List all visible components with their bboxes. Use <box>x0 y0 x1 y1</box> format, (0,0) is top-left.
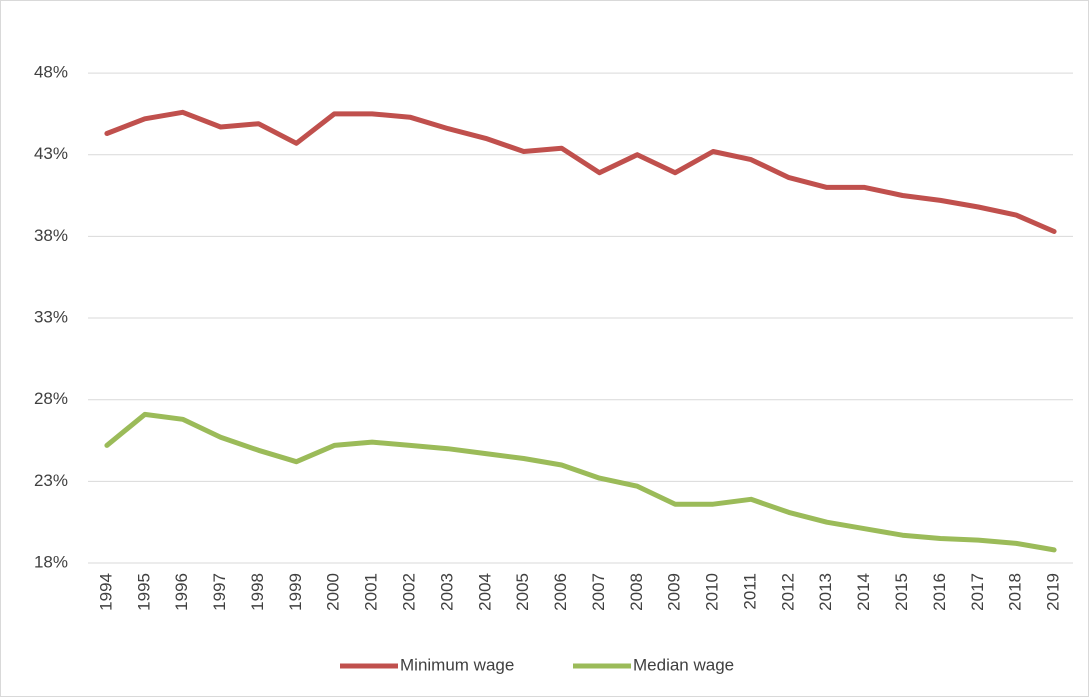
x-tick-label: 2004 <box>475 573 494 611</box>
x-tick-label: 1999 <box>286 573 305 611</box>
x-tick-label: 2016 <box>930 573 949 611</box>
x-tick-label: 2008 <box>627 573 646 611</box>
legend-label: Minimum wage <box>400 655 514 674</box>
legend-label: Median wage <box>633 655 734 674</box>
series-line <box>104 411 1057 553</box>
x-tick-label: 1998 <box>248 573 267 611</box>
x-tick-label: 1994 <box>96 573 115 611</box>
x-tick-label: 2007 <box>589 573 608 611</box>
x-tick-label: 2014 <box>854 573 873 611</box>
y-tick-label: 23% <box>34 471 68 490</box>
x-tick-label: 1996 <box>172 573 191 611</box>
x-tick-label: 2005 <box>513 573 532 611</box>
x-tick-label: 1997 <box>210 573 229 611</box>
x-tick-label: 2012 <box>778 573 797 611</box>
x-tick-label: 2006 <box>551 573 570 611</box>
x-tick-label: 2003 <box>437 573 456 611</box>
x-tick-label: 2013 <box>816 573 835 611</box>
x-tick-label: 2011 <box>740 573 759 610</box>
x-tick-label: 2019 <box>1044 573 1063 611</box>
y-tick-label: 33% <box>34 308 68 327</box>
series-line <box>104 109 1057 234</box>
y-tick-label: 43% <box>34 144 68 163</box>
x-tick-label: 2000 <box>324 573 343 611</box>
x-tick-label: 2017 <box>968 573 987 611</box>
x-tick-label: 2010 <box>703 573 722 611</box>
y-tick-label: 48% <box>34 63 68 82</box>
y-tick-label: 28% <box>34 389 68 408</box>
y-tick-label: 38% <box>34 226 68 245</box>
x-tick-label: 2001 <box>362 573 381 611</box>
x-tick-label: 2015 <box>892 573 911 611</box>
x-tick-label: 2018 <box>1006 573 1025 611</box>
y-tick-label: 18% <box>34 552 68 571</box>
x-tick-label: 2009 <box>665 573 684 611</box>
x-tick-label: 1995 <box>134 573 153 611</box>
x-tick-label: 2002 <box>400 573 419 611</box>
